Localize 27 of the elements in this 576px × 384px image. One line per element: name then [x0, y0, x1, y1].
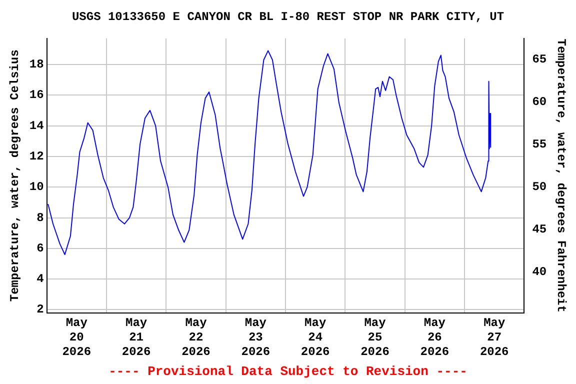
x-tick-label: May 23 2026 [241, 316, 270, 359]
x-tick-label: May 27 2026 [480, 316, 509, 359]
y2-tick-label: 50 [532, 180, 547, 194]
y-tick-label: 14 [29, 118, 44, 133]
x-tick-label: May 26 2026 [420, 316, 450, 359]
x-tick-label: May 25 2026 [360, 316, 390, 359]
y-axis-title: Temperature, water, degrees Celsius [8, 50, 22, 302]
y-tick-label: 10 [29, 180, 44, 194]
y2-axis-title: Temperature, water, degrees Fahrenheit [554, 38, 568, 312]
y-tick-label: 18 [29, 57, 44, 72]
x-tick-label: May 20 2026 [62, 316, 92, 359]
y2-tick-label: 45 [532, 222, 547, 237]
y2-tick-label: 55 [532, 138, 547, 152]
y-tick-label: 8 [36, 210, 44, 225]
y2-tick-label: 40 [532, 265, 547, 280]
y2-tick-label: 65 [532, 52, 547, 67]
x-tick-label: May 24 2026 [300, 316, 330, 359]
y-tick-label: 6 [36, 241, 44, 256]
chart-title: USGS 10133650 E CANYON CR BL I-80 REST STOP NR PARK CITY, UT [72, 10, 504, 24]
y-tick-label: 12 [29, 149, 44, 164]
y-tick-label: 16 [29, 88, 44, 102]
y2-tick-label: 60 [532, 95, 547, 110]
y-tick-label: 2 [36, 302, 44, 317]
x-tick-label: May 22 2026 [182, 316, 210, 359]
x-tick-label: May 21 2026 [122, 316, 151, 359]
y-tick-label: 4 [36, 272, 44, 286]
text: ---- Provisional Data Subject to Revision ---- [108, 364, 468, 379]
